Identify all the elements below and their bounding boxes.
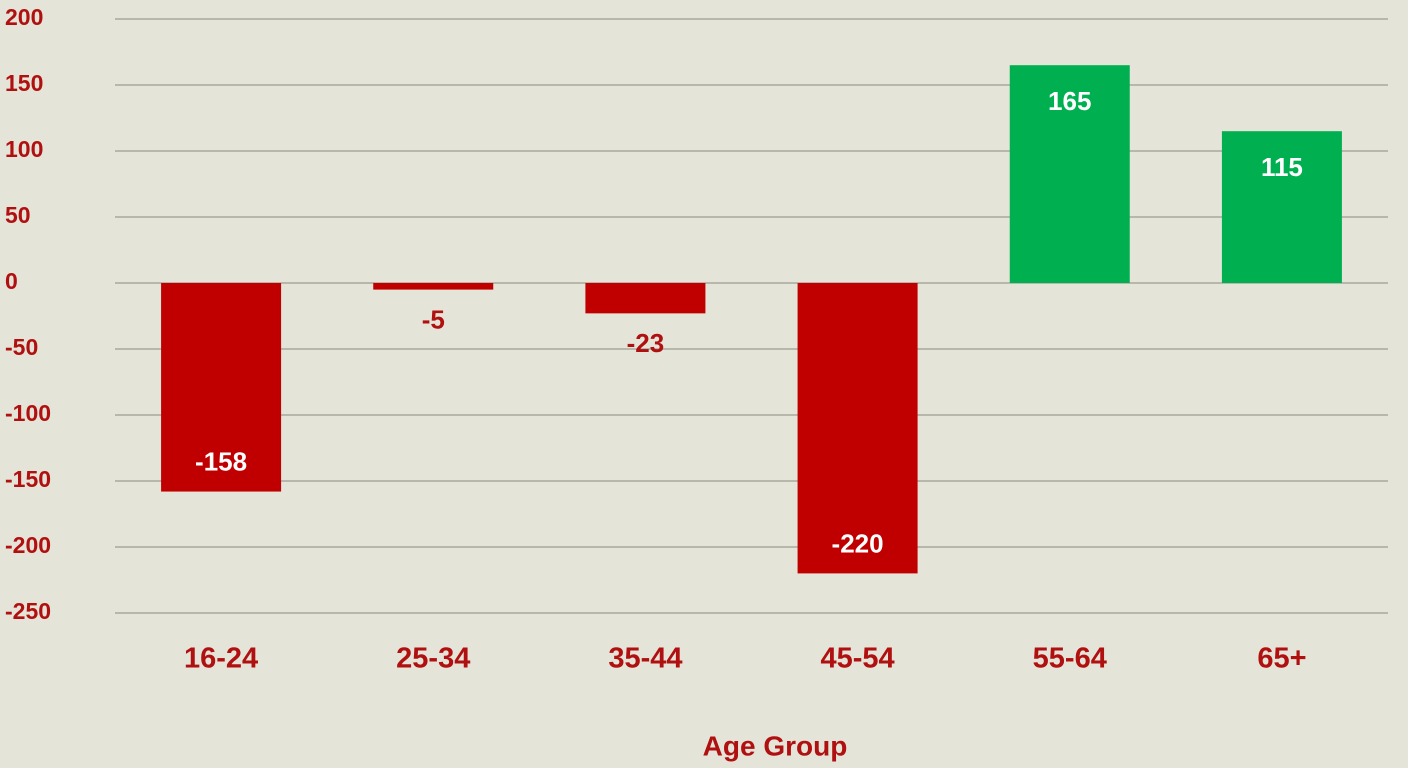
x-tick-label: 45-54 [820, 643, 894, 675]
bar [797, 283, 918, 574]
y-tick-label: 150 [5, 70, 43, 96]
x-tick-label: 16-24 [184, 643, 258, 675]
x-tick-label: 65+ [1257, 643, 1306, 675]
y-tick-label: 100 [5, 136, 43, 162]
y-tick-label: -200 [5, 532, 51, 558]
y-tick-label: -50 [5, 334, 38, 360]
y-tick-label: -150 [5, 466, 51, 492]
value-label: 115 [1261, 152, 1303, 182]
y-tick-label: -100 [5, 400, 51, 426]
y-tick-label: -250 [5, 598, 51, 624]
bar [1009, 65, 1130, 283]
bar [373, 283, 494, 290]
x-tick-label: 25-34 [396, 643, 470, 675]
bar [585, 283, 706, 314]
value-label: -158 [195, 446, 247, 476]
bar [161, 283, 282, 492]
value-label: -23 [627, 328, 665, 358]
bar [1221, 131, 1342, 283]
value-label: -5 [422, 304, 445, 334]
y-tick-label: 50 [5, 202, 31, 228]
x-tick-label: 55-64 [1033, 643, 1107, 675]
y-tick-label: 0 [5, 268, 18, 294]
y-tick-label: 200 [5, 4, 43, 30]
value-label: -220 [832, 528, 884, 558]
x-axis-title: Age Group [703, 730, 848, 761]
value-label: 165 [1048, 86, 1091, 116]
x-tick-label: 35-44 [608, 643, 682, 675]
